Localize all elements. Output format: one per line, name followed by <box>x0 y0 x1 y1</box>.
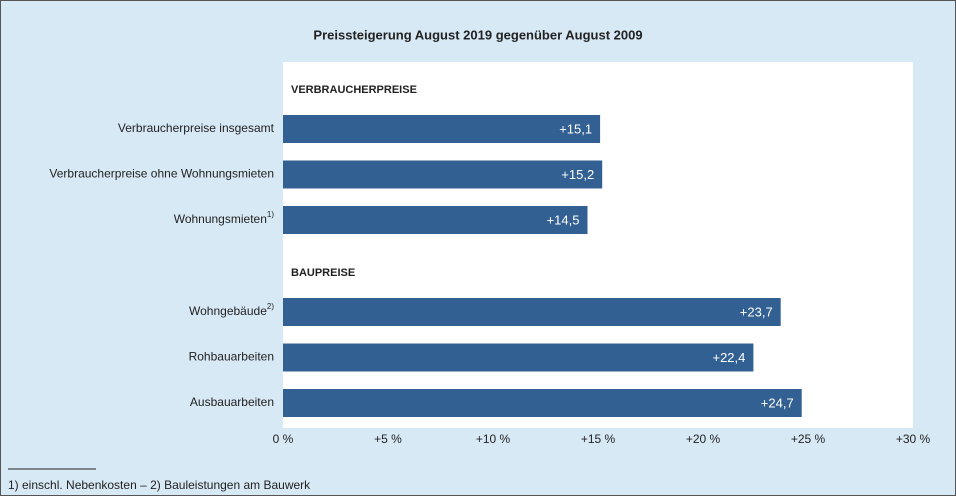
bar <box>283 206 588 234</box>
x-tick-label: +5 % <box>374 432 402 446</box>
footnote: 1) einschl. Nebenkosten – 2) Bauleistung… <box>8 478 311 492</box>
value-label: +23,7 <box>740 304 773 319</box>
category-text: Wohngebäude <box>189 304 267 318</box>
value-label: +15,1 <box>559 121 592 136</box>
footnote-mark: 2) <box>267 302 274 311</box>
value-label: +15,2 <box>561 167 594 182</box>
y-tick-label: Ausbauarbeiten <box>190 395 274 409</box>
y-tick-label: Wohnungsmieten1) <box>174 210 275 226</box>
group-label: VERBRAUCHERPREISE <box>291 84 417 96</box>
bar <box>283 115 601 143</box>
x-tick-label: 0 % <box>273 432 294 446</box>
x-tick-label: +15 % <box>581 432 616 446</box>
chart-title: Preissteigerung August 2019 gegenüber Au… <box>313 27 642 42</box>
bar <box>283 389 802 417</box>
bar <box>283 298 781 326</box>
value-label: +14,5 <box>547 212 580 227</box>
y-tick-label: Verbraucherpreise insgesamt <box>118 121 275 135</box>
footnote-mark: 1) <box>267 210 274 219</box>
x-tick-label: +25 % <box>791 432 826 446</box>
group-label: BAUPREISE <box>291 267 355 279</box>
y-tick-label: Rohbauarbeiten <box>189 350 274 364</box>
x-tick-label: +20 % <box>686 432 721 446</box>
y-tick-label: Verbraucherpreise ohne Wohnungsmieten <box>49 167 274 181</box>
x-tick-label: +30 % <box>896 432 931 446</box>
x-tick-label: +10 % <box>476 432 511 446</box>
category-text: Wohnungsmieten <box>174 212 267 226</box>
value-label: +24,7 <box>761 395 794 410</box>
bar <box>283 343 754 372</box>
value-label: +22,4 <box>712 350 745 365</box>
bar <box>283 160 603 189</box>
y-tick-label: Wohngebäude2) <box>189 302 274 318</box>
